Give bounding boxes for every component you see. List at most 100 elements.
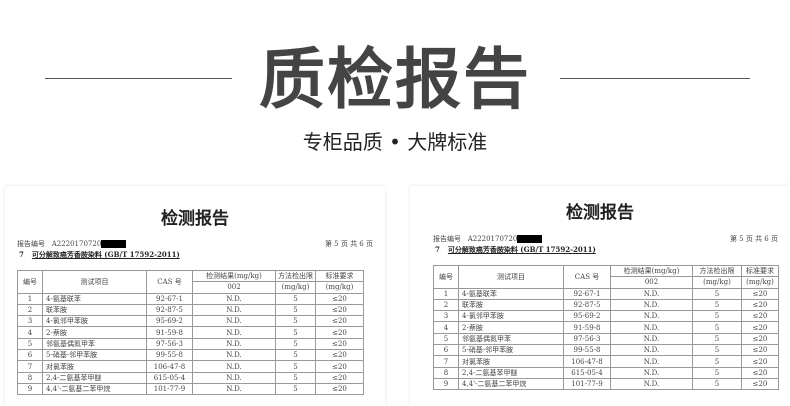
table-row: 6 5-硝基-邻甲苯胺 99-55-8 N.D. 5 ≤20 — [17, 349, 364, 362]
cell-item: 4-氯邻甲苯胺 — [458, 310, 564, 323]
results-table: 编号 测试项目 CAS 号检测结果(mg/kg) 方法检出限 标准要求 002 (mg/kg… — [433, 264, 779, 391]
cell-item: 对氯苯胺 — [42, 360, 147, 373]
cell-req: ≤20 — [741, 310, 779, 323]
table-row: 5 邻氨基偶氮甲苯 97-56-3 N.D. 5 ≤20 — [17, 337, 364, 351]
cell-cas: 92-87-5 — [146, 303, 193, 317]
header-row: 编号 测试项目 CAS 号检测结果(mg/kg) 方法检出限 标准要求 — [17, 269, 364, 294]
header-limit: 方法检出限 — [275, 269, 316, 283]
table-row: 4 2-萘胺 91-59-8 N.D. 5 ≤20 — [433, 321, 779, 334]
cell-item: 4,4'-二氨基二苯甲烷 — [458, 377, 564, 391]
cell-cas: 99-55-8 — [563, 344, 611, 357]
cell-item: 联苯胺 — [42, 303, 147, 317]
cell-no: 8 — [17, 371, 43, 384]
cell-req: ≤20 — [741, 287, 779, 300]
cell-req: ≤20 — [315, 349, 364, 362]
cell-no: 7 — [17, 360, 43, 373]
cell-limit: 5 — [275, 326, 316, 339]
cell-no: 5 — [17, 337, 43, 351]
cell-item: 2-萘胺 — [458, 321, 564, 334]
cell-req: ≤20 — [315, 382, 364, 396]
header-result-sub: 002 — [192, 281, 276, 294]
cell-result: N.D. — [192, 326, 276, 339]
table-row: 7 对氯苯胺 106-47-8 N.D. 5 ≤20 — [433, 355, 779, 368]
cell-cas: 91-59-8 — [146, 326, 193, 339]
cell-no: 9 — [433, 377, 459, 391]
report-number: 报告编号 A2220170720 — [17, 239, 127, 249]
cell-item: 联苯胺 — [458, 298, 564, 312]
cell-result: N.D. — [192, 371, 276, 384]
cell-req: ≤20 — [315, 303, 364, 317]
cell-no: 4 — [433, 321, 459, 334]
cell-no: 6 — [17, 349, 43, 362]
table-row: 8 2,4-二氨基苯甲醚 615-05-4 N.D. 5 ≤20 — [433, 366, 779, 379]
cell-item: 5-硝基-邻甲苯胺 — [42, 349, 147, 362]
header-limit-unit: (mg/kg) — [692, 276, 742, 289]
cell-req: ≤20 — [741, 344, 779, 357]
cell-result: N.D. — [610, 332, 693, 346]
cell-req: ≤20 — [315, 292, 364, 305]
results-table: 编号 测试项目 CAS 号检测结果(mg/kg) 方法检出限 标准要求 002 (mg/kg… — [17, 269, 364, 396]
header-item: 测试项目 — [42, 270, 147, 294]
cell-no: 5 — [433, 332, 459, 346]
cell-limit: 5 — [692, 366, 742, 379]
cell-limit: 5 — [692, 377, 742, 391]
cell-no: 1 — [433, 287, 459, 300]
cell-limit: 5 — [692, 298, 742, 312]
cell-result: N.D. — [610, 298, 693, 312]
cell-result: N.D. — [192, 360, 276, 373]
section-number: 7 — [19, 250, 24, 259]
cell-limit: 5 — [692, 344, 742, 357]
header-no: 编号 — [17, 270, 43, 294]
cell-req: ≤20 — [741, 298, 779, 312]
header-req: 标准要求 — [741, 264, 779, 278]
cell-result: N.D. — [610, 355, 693, 368]
header-req: 标准要求 — [315, 269, 364, 283]
cell-req: ≤20 — [315, 360, 364, 373]
cell-req: ≤20 — [741, 355, 779, 368]
cell-req: ≤20 — [741, 377, 779, 391]
report-number: 报告编号 A2220170720 — [433, 234, 543, 244]
cell-limit: 5 — [275, 360, 316, 373]
cell-result: N.D. — [610, 366, 693, 379]
cell-limit: 5 — [275, 292, 316, 305]
table-row: 1 4-氨基联苯 92-67-1 N.D. 5 ≤20 — [17, 292, 364, 305]
table-row: 3 4-氯邻甲苯胺 95-69-2 N.D. 5 ≤20 — [433, 310, 779, 323]
cell-cas: 99-55-8 — [146, 349, 193, 362]
table-row: 6 5-硝基-邻甲苯胺 99-55-8 N.D. 5 ≤20 — [433, 344, 779, 357]
cell-result: N.D. — [192, 337, 276, 351]
header-row: 002 (mg/kg) (mg/kg) — [434, 276, 779, 289]
cell-limit: 5 — [692, 287, 742, 300]
cell-cas: 615-05-4 — [563, 366, 611, 379]
cell-limit: 5 — [692, 332, 742, 346]
header-req-unit: (mg/kg) — [315, 281, 364, 294]
cell-no: 2 — [17, 303, 43, 317]
cell-cas: 92-87-5 — [563, 298, 611, 312]
section-number: 7 — [435, 245, 440, 254]
cell-req: ≤20 — [741, 332, 779, 346]
cell-result: N.D. — [192, 382, 276, 396]
cell-req: ≤20 — [315, 315, 364, 328]
cell-cas: 106-47-8 — [563, 355, 611, 368]
cell-no: 8 — [433, 366, 459, 379]
cell-req: ≤20 — [315, 326, 364, 339]
divider-right — [560, 78, 750, 79]
cell-result: N.D. — [610, 287, 693, 300]
report-number-label: 报告编号 — [17, 240, 45, 248]
header-cas: CAS 号 — [563, 265, 611, 289]
cell-cas: 101-77-9 — [563, 377, 611, 391]
cell-cas: 92-67-1 — [146, 292, 193, 305]
cell-req: ≤20 — [315, 371, 364, 384]
table-row: 3 4-氯邻甲苯胺 95-69-2 N.D. 5 ≤20 — [17, 315, 364, 328]
cell-result: N.D. — [610, 377, 693, 391]
redaction-block — [517, 235, 543, 243]
header-row: 编号 测试项目 CAS 号检测结果(mg/kg) 方法检出限 标准要求 — [433, 264, 779, 289]
cell-result: N.D. — [192, 292, 276, 305]
cell-item: 4-氯邻甲苯胺 — [42, 315, 147, 328]
cell-item: 2,4-二氨基苯甲醚 — [42, 371, 147, 384]
page-info: 第 5 页 共 6 页 — [324, 240, 373, 248]
table-row: 2 联苯胺 92-87-5 N.D. 5 ≤20 — [17, 303, 364, 317]
divider-left — [45, 78, 232, 79]
header-limit: 方法检出限 — [692, 264, 742, 278]
cell-cas: 91-59-8 — [563, 321, 611, 334]
cell-no: 2 — [433, 298, 459, 312]
